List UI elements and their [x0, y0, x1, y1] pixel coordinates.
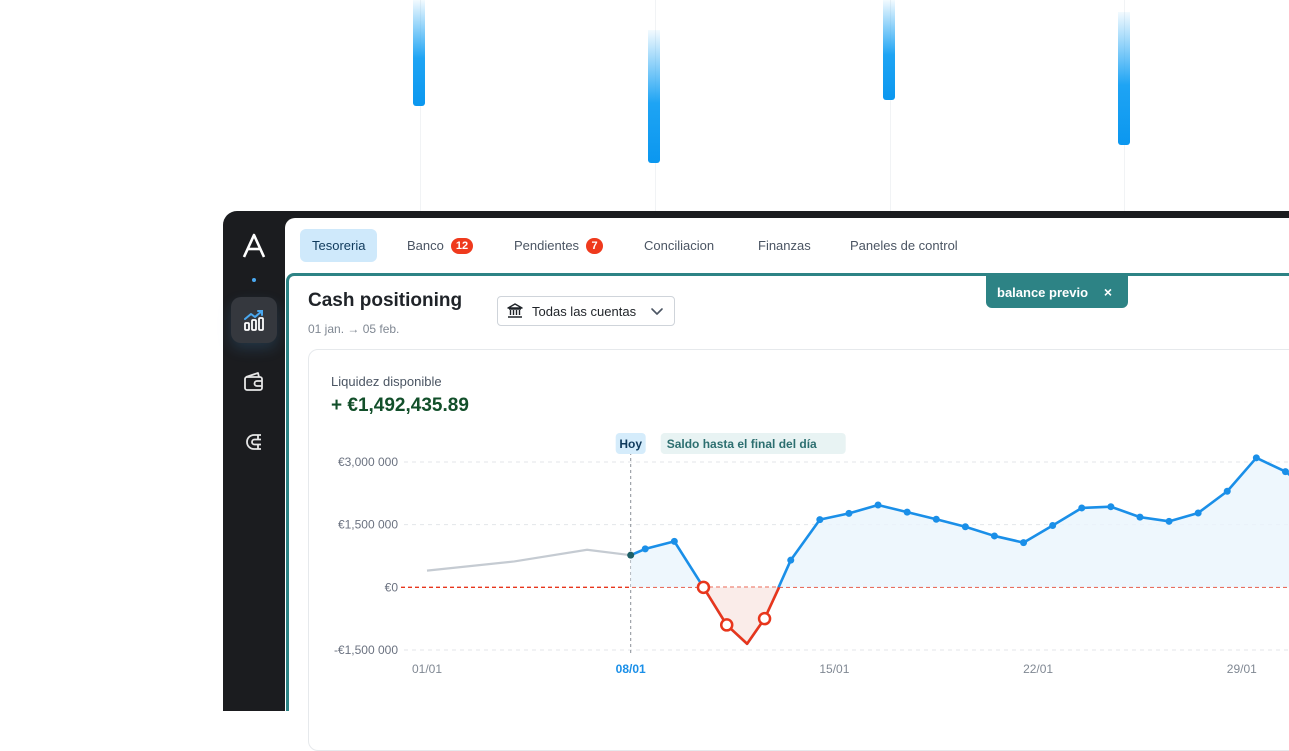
page-title: Cash positioning: [308, 290, 463, 311]
bg-gridline: [890, 0, 891, 215]
series-point: [641, 545, 649, 553]
negative-point: [696, 580, 711, 595]
history-line: [426, 548, 631, 572]
series-point: [787, 556, 795, 564]
close-icon[interactable]: ×: [1103, 284, 1112, 300]
today-point: [627, 551, 635, 559]
today-marker: Hoy: [619, 437, 642, 451]
series-point: [1078, 504, 1086, 512]
annotation-bg: [660, 433, 846, 454]
y-tick-label: -€1,500 000: [334, 643, 398, 657]
tab-finanzas[interactable]: Finanzas: [746, 229, 823, 262]
date-range: 01 jan. → 05 feb.: [308, 322, 400, 336]
series-point: [1020, 539, 1028, 547]
sidebar: [223, 211, 285, 711]
y-tick-label: €0: [385, 580, 399, 594]
count-badge: 7: [586, 237, 604, 254]
tab-label: Paneles de control: [850, 238, 958, 253]
main-panel: Tesoreria Banco 12 Pendientes 7 Concilia…: [285, 218, 1289, 751]
negative-area: [703, 587, 780, 644]
tab-banco[interactable]: Banco 12: [395, 229, 485, 262]
x-tick-label: 15/01: [819, 662, 849, 676]
tab-paneles-de-control[interactable]: Paneles de control: [838, 229, 970, 262]
liquidity-label: Liquidez disponible: [331, 374, 442, 389]
app-window: Tesoreria Banco 12 Pendientes 7 Concilia…: [223, 211, 1289, 751]
sidebar-item-analytics[interactable]: [231, 297, 277, 343]
chart-trend-icon: [244, 310, 264, 331]
sidebar-item-wallet[interactable]: [231, 358, 277, 404]
tab-conciliacion[interactable]: Conciliacion: [632, 229, 726, 262]
series-point: [961, 523, 969, 531]
series-point: [1252, 454, 1260, 462]
x-tick-label: 22/01: [1023, 662, 1053, 676]
app-logo-icon[interactable]: [242, 233, 266, 259]
chevron-down-icon: [651, 308, 663, 315]
tab-pendientes[interactable]: Pendientes 7: [502, 229, 615, 262]
decorative-bar: [883, 0, 895, 100]
tab-label: Banco: [407, 238, 444, 253]
liquidity-value: + €1,492,435.89: [331, 395, 469, 416]
today-marker-bg: [615, 433, 646, 454]
series-point: [1049, 522, 1057, 530]
series-point: [932, 515, 940, 523]
series-point: [903, 508, 911, 516]
decorative-bar: [648, 30, 660, 163]
series-point: [845, 509, 853, 517]
content-area: Cash positioning 01 jan. → 05 feb. Todas…: [286, 273, 1289, 751]
decorative-bar: [413, 0, 425, 106]
negative-line: [702, 586, 781, 646]
series-point: [1281, 468, 1289, 476]
decorative-bar: [1118, 12, 1130, 145]
x-tick-label: 01/01: [412, 662, 442, 676]
series-point: [670, 537, 678, 545]
tab-label: Conciliacion: [644, 238, 715, 253]
tab-tesoreria[interactable]: Tesoreria: [300, 229, 378, 262]
series-area: [630, 457, 1289, 644]
wallet-icon: [244, 372, 263, 391]
filter-chip[interactable]: balance previo ×: [986, 276, 1128, 308]
negative-point: [757, 611, 772, 626]
series-point: [1194, 509, 1202, 517]
magnet-icon: [246, 434, 261, 450]
liquidity-card: Liquidez disponible + €1,492,435.89 €3,0…: [308, 349, 1289, 751]
tab-label: Pendientes: [514, 238, 580, 253]
x-tick-label: 08/01: [616, 662, 646, 676]
series-point: [1136, 513, 1144, 521]
series-point: [1165, 517, 1173, 525]
x-tick-label: 29/01: [1227, 662, 1257, 676]
series-point: [1107, 503, 1115, 511]
count-badge: 12: [450, 237, 474, 254]
filter-chip-label: balance previo: [997, 284, 1089, 300]
bg-gridline: [420, 0, 421, 215]
y-tick-label: €3,000 000: [338, 455, 398, 469]
cash-chart: €3,000 000 €1,500 000 €0 -€1,500 000 Hoy Sald…: [334, 433, 1289, 676]
y-tick-label: €1,500 000: [338, 518, 398, 532]
series-point: [816, 516, 824, 524]
account-select-value: Todas las cuentas: [532, 303, 637, 319]
account-select[interactable]: Todas las cuentas: [497, 296, 675, 326]
series-point: [990, 532, 998, 540]
sidebar-indicator: [252, 278, 256, 282]
series-point: [874, 501, 882, 509]
sidebar-item-reconcile[interactable]: [231, 419, 277, 465]
bank-icon: [507, 303, 523, 318]
annotation-label: Saldo hasta el final del día: [667, 437, 817, 451]
tab-label: Tesoreria: [312, 238, 366, 253]
series-point: [1223, 487, 1231, 495]
top-tabs: Tesoreria Banco 12 Pendientes 7 Concilia…: [285, 218, 1289, 273]
negative-point: [719, 618, 734, 632]
tab-label: Finanzas: [758, 238, 811, 253]
